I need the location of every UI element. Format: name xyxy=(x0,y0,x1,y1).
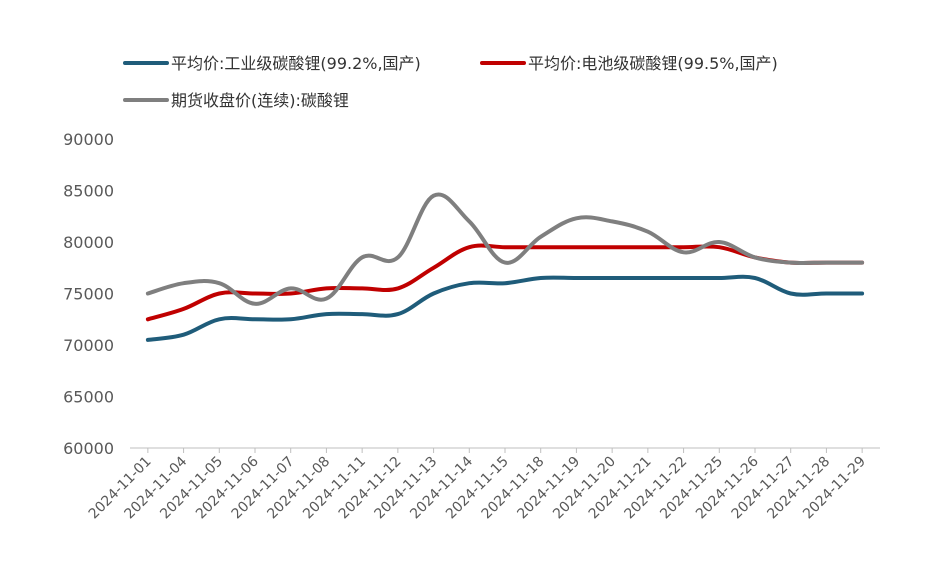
y-tick-label: 80000 xyxy=(63,233,114,252)
y-tick-label: 85000 xyxy=(63,182,114,201)
series-line-industrial-grade xyxy=(145,274,865,342)
y-tick-label: 90000 xyxy=(63,130,114,149)
legend-label: 平均价:工业级碳酸锂(99.2%,国产) xyxy=(171,54,421,73)
y-tick-label: 75000 xyxy=(63,285,114,304)
legend-label: 期货收盘价(连续):碳酸锂 xyxy=(171,91,349,110)
y-tick-label: 60000 xyxy=(63,439,114,458)
y-tick-label: 70000 xyxy=(63,336,114,355)
legend-label: 平均价:电池级碳酸锂(99.5%,国产) xyxy=(528,54,778,73)
y-tick-label: 65000 xyxy=(63,388,114,407)
series-line-futures xyxy=(145,192,865,306)
